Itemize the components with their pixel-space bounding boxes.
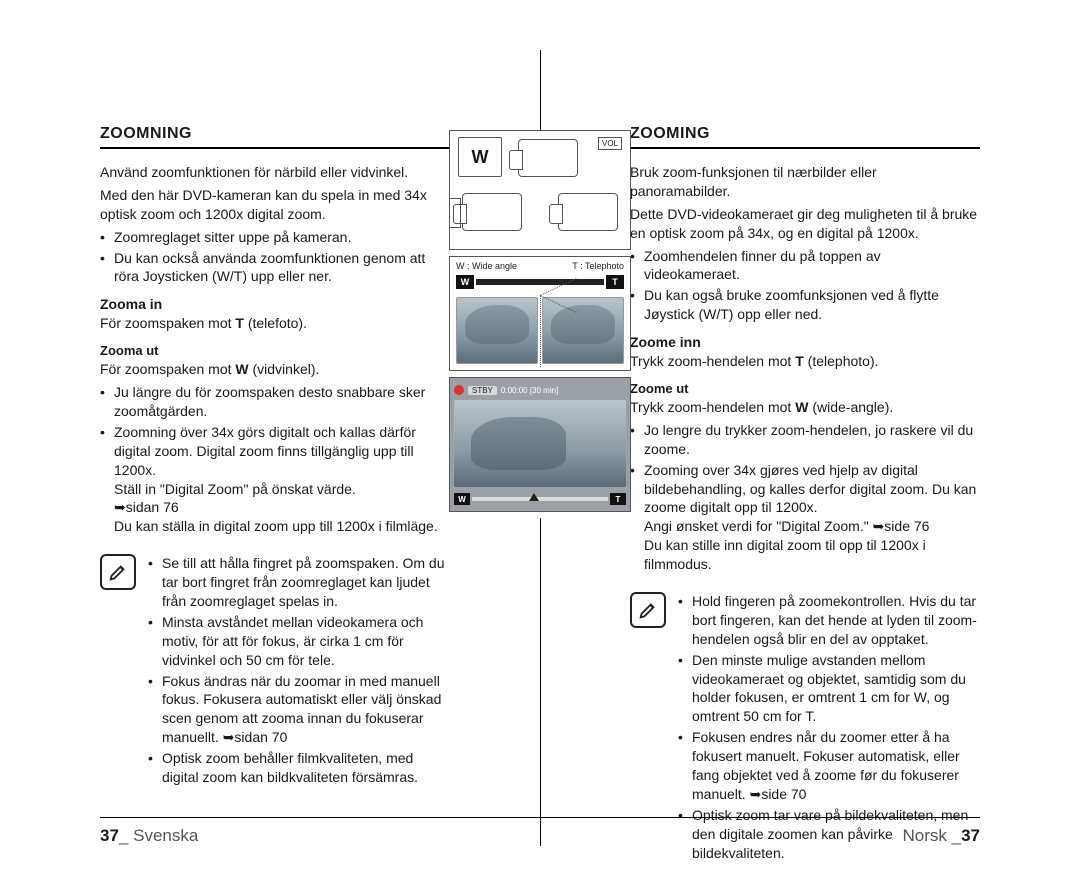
zoom-in-heading: Zooma in (100, 296, 450, 312)
osd-t-icon: T (610, 493, 626, 505)
osd-time: 0:00:00 [30 min] (501, 386, 558, 395)
preview-image (454, 400, 626, 487)
zoom-out-bullets: Jo lengre du trykker zoom-hendelen, jo r… (630, 421, 980, 574)
sample-image-wide (456, 297, 538, 364)
osd-w-icon: W (454, 493, 470, 505)
zoom-in-heading: Zoome inn (630, 334, 980, 350)
camera-icon (518, 139, 578, 177)
note-icon (100, 554, 136, 590)
figure-zoom-range: W : Wide angle T : Telephoto W T (449, 256, 631, 371)
page-number: 37 (961, 826, 980, 845)
note-block: Se till att hålla fingret på zoomspaken.… (100, 554, 450, 789)
zoom-w-cap: W (456, 275, 474, 289)
note-item: Fokusen endres når du zoomer etter å ha … (692, 728, 980, 804)
bullet-item: Du kan også bruke zoomfunksjonen ved å f… (644, 286, 980, 324)
camera-icon (558, 193, 618, 231)
bullet-item: Zooming over 34x gjøres ved hjelp av dig… (644, 461, 980, 574)
note-item: Den minste mulige avstanden mellom video… (692, 651, 980, 727)
note-item: Hold fingeren på zoomekontrollen. Hvis d… (692, 592, 980, 649)
footer-language: Norsk (902, 826, 946, 845)
bullet-item: Zoomhendelen finner du på toppen av vide… (644, 247, 980, 285)
footer-right: Norsk _37 (902, 826, 980, 846)
note-item: Minsta avståndet mellan videokamera och … (162, 613, 450, 670)
vol-label: VOL (598, 137, 622, 150)
bullet-item: Ju längre du för zoomspaken desto snabba… (114, 383, 450, 421)
wide-angle-label: W : Wide angle (456, 261, 517, 271)
column-norsk: ZOOMING Bruk zoom-funksjonen til nærbild… (610, 125, 980, 785)
footer-left: 37_ Svenska (100, 826, 198, 846)
figure-playback-screen: STBY 0:00:00 [30 min] W T (449, 377, 631, 512)
footer-language: Svenska (133, 826, 198, 845)
note-icon (630, 592, 666, 628)
zoom-out-bullets: Ju längre du för zoomspaken desto snabba… (100, 383, 450, 536)
manual-page: W VOL W : Wide angle T : Telephoto W T (0, 0, 1080, 886)
bullet-item: Zoomreglaget sitter uppe på kameran. (114, 228, 450, 247)
intro-text: Bruk zoom-funksjonen til nærbilder eller… (630, 163, 980, 201)
zoom-in-text: Trykk zoom-hendelen mot T (telephoto). (630, 352, 980, 371)
record-indicator-icon (454, 385, 464, 395)
osd-status: STBY (468, 386, 497, 395)
sample-image-tele (542, 297, 624, 364)
intro-text: Dette DVD-videokameraet gir deg mulighet… (630, 205, 980, 243)
intro-text: Använd zoomfunktionen för närbild eller … (100, 163, 450, 182)
camera-icon (462, 193, 522, 231)
bullet-item: Jo lengre du trykker zoom-hendelen, jo r… (644, 421, 980, 459)
figure-camera-diagram: W VOL (449, 130, 631, 250)
osd-zoom-track (472, 497, 608, 501)
bullet-item: Du kan också använda zoomfunktionen geno… (114, 249, 450, 287)
intro-text: Med den här DVD-kameran kan du spela in … (100, 186, 450, 224)
zoom-t-cap: T (606, 275, 624, 289)
section-heading: ZOOMNING (100, 125, 450, 149)
zoom-out-heading: Zoome ut (630, 381, 980, 396)
w-button-icon: W (458, 137, 502, 177)
zoom-out-heading: Zooma ut (100, 343, 450, 358)
top-bullets: Zoomhendelen finner du på toppen av vide… (630, 247, 980, 325)
top-bullets: Zoomreglaget sitter uppe på kameran. Du … (100, 228, 450, 287)
page-footer: 37_ Svenska Norsk _37 (100, 817, 980, 846)
section-heading: ZOOMING (630, 125, 980, 149)
note-item: Se till att hålla fingret på zoomspaken.… (162, 554, 450, 611)
note-item: Optisk zoom behåller filmkvaliteten, med… (162, 749, 450, 787)
zoom-bar: W T (456, 275, 624, 289)
note-item: Fokus ändras när du zoomar in med manuel… (162, 672, 450, 748)
zoom-in-text: För zoomspaken mot T (telefoto). (100, 314, 450, 333)
figure-stack: W VOL W : Wide angle T : Telephoto W T (449, 130, 631, 518)
zoom-out-text: Trykk zoom-hendelen mot W (wide-angle). (630, 398, 980, 417)
telephoto-label: T : Telephoto (572, 261, 624, 271)
zoom-out-text: För zoomspaken mot W (vidvinkel). (100, 360, 450, 379)
page-number: 37 (100, 826, 119, 845)
bullet-item: Zoomning över 34x görs digitalt och kall… (114, 423, 450, 536)
